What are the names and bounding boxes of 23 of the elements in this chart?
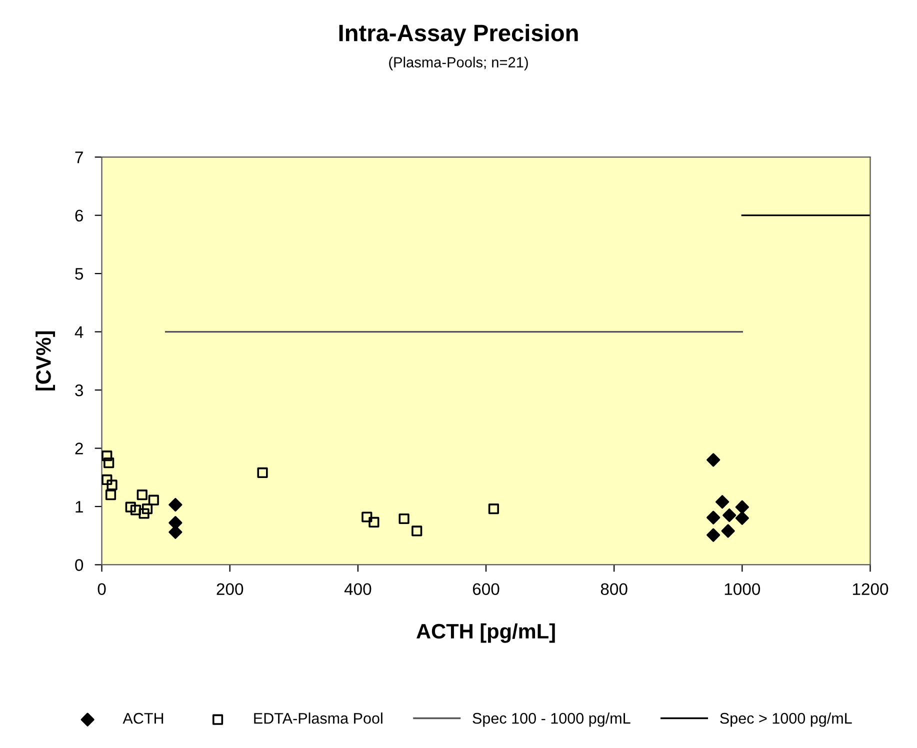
chart-subtitle: (Plasma-Pools; n=21) [389, 56, 528, 70]
x-tick-label: 1000 [724, 583, 760, 596]
y-tick-label: 0 [75, 559, 84, 571]
x-tick-label: 200 [216, 583, 244, 596]
x-tick-label: 1200 [852, 583, 888, 596]
y-tick-label: 4 [74, 326, 84, 338]
legend-label: EDTA-Plasma Pool [254, 712, 382, 724]
y-tick-label: 3 [75, 384, 83, 396]
y-tick-label: 6 [75, 210, 83, 222]
y-axis-title: [CV%] [36, 331, 56, 390]
x-tick-label: 800 [600, 583, 628, 596]
x-tick-label: 600 [472, 583, 500, 596]
chart-title: Intra-Assay Precision [339, 24, 578, 46]
x-axis-title: ACTH [pg/mL] [416, 623, 555, 643]
legend-label: ACTH [122, 712, 164, 724]
x-tick-label: 400 [344, 583, 372, 596]
y-tick-label: 1 [76, 501, 83, 513]
legend-label: Spec > 1000 pg/mL [720, 712, 852, 727]
x-tick-label: 0 [98, 583, 106, 596]
legend-label: Spec 100 - 1000 pg/mL [472, 712, 630, 727]
y-tick-label: 5 [75, 268, 84, 280]
y-tick-label: 7 [75, 152, 83, 164]
y-tick-label: 2 [75, 442, 83, 454]
